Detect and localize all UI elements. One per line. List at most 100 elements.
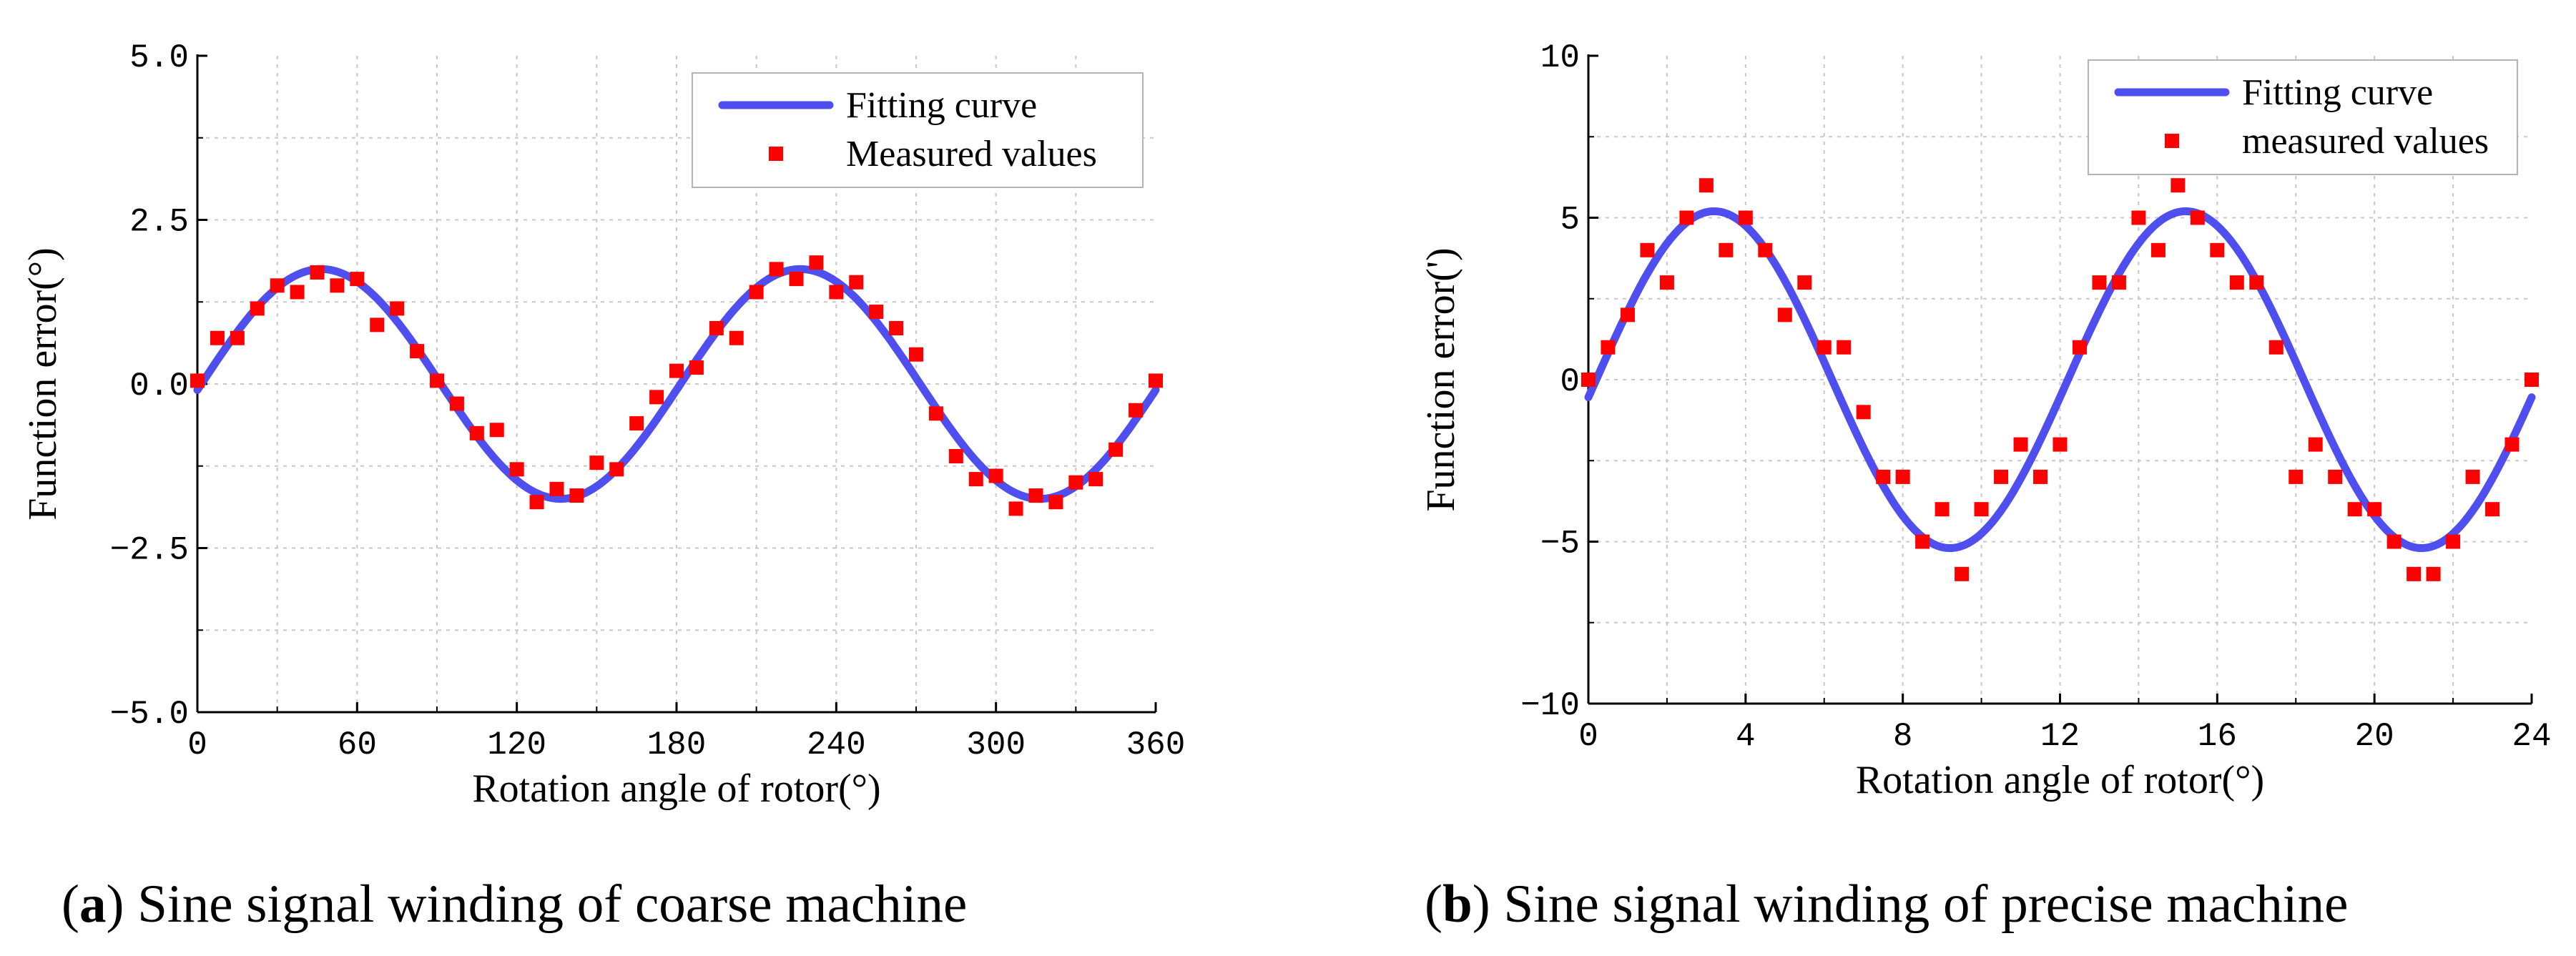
measured-point: [549, 481, 564, 496]
measured-point: [529, 495, 544, 510]
y-tick-label: 2.5: [129, 204, 189, 241]
y-tick-label: 0.0: [129, 368, 189, 405]
legend: Fitting curve measured values: [2088, 59, 2518, 175]
legend-marker-swatch: [2165, 134, 2179, 148]
y-tick-label: 0: [1560, 363, 1580, 400]
measured-point: [1935, 502, 1950, 517]
legend-marker-swatch: [769, 147, 783, 161]
measured-point: [849, 275, 864, 290]
x-tick-label: 8: [1893, 718, 1913, 755]
measured-point: [2092, 275, 2107, 290]
legend-box: [692, 72, 1144, 188]
measured-point: [1108, 442, 1124, 457]
measured-point: [1149, 373, 1163, 388]
x-tick-label: 12: [2040, 718, 2080, 755]
measured-point: [330, 278, 345, 293]
measured-point: [1777, 307, 1792, 322]
measured-point: [569, 488, 584, 503]
measured-point: [1581, 373, 1596, 387]
x-tick-label: 240: [807, 726, 866, 764]
measured-point: [1895, 469, 1910, 484]
measured-point: [250, 301, 265, 316]
measured-point: [1129, 403, 1144, 418]
measured-point: [2171, 178, 2186, 193]
measured-points: [190, 255, 1163, 516]
measured-point: [2426, 566, 2441, 581]
measured-point: [2229, 275, 2244, 290]
legend-label-measured: Measured values: [846, 134, 1097, 174]
measured-point: [2386, 534, 2402, 549]
measured-point: [2072, 340, 2087, 355]
measured-point: [1758, 242, 1773, 257]
y-tick-label: 10: [1540, 39, 1580, 77]
measured-point: [1088, 472, 1103, 487]
measured-point: [869, 305, 884, 320]
y-tick-label: 5: [1560, 202, 1580, 239]
measured-point: [1008, 501, 1023, 516]
gridlines: [197, 56, 1156, 712]
x-tick-label: 20: [2355, 718, 2394, 755]
x-tick-label: 300: [966, 726, 1026, 764]
measured-point: [689, 360, 704, 375]
measured-point: [2289, 469, 2304, 484]
y-tick-label: −5: [1540, 526, 1580, 563]
x-tick-label: 360: [1126, 726, 1186, 764]
measured-point: [988, 468, 1003, 483]
measured-point: [2131, 210, 2146, 225]
measured-point: [2053, 437, 2068, 452]
measured-point: [829, 285, 844, 300]
y-axis-label: Function error('): [1419, 247, 1463, 511]
measured-point: [270, 278, 285, 293]
x-tick-label: 24: [2512, 718, 2551, 755]
measured-point: [2328, 469, 2343, 484]
measured-point: [1994, 469, 2009, 484]
measured-point: [809, 255, 824, 270]
x-tick-label: 16: [2198, 718, 2237, 755]
measured-point: [2525, 373, 2539, 387]
measured-point: [2367, 502, 2382, 517]
fitting-curve-line: [193, 265, 1160, 503]
measured-point: [749, 285, 764, 300]
legend-label-fit: Fitting curve: [846, 85, 1037, 126]
measured-point: [230, 330, 245, 345]
measured-point: [469, 425, 484, 440]
measured-point: [2190, 210, 2205, 225]
measured-point: [889, 320, 904, 335]
measured-point: [370, 317, 385, 332]
y-axis-label: Function error(°): [21, 247, 65, 521]
measured-point: [2150, 242, 2165, 257]
measured-point: [2485, 502, 2500, 517]
measured-point: [1817, 340, 1832, 355]
caption-a-text: Sine signal winding of coarse machine: [124, 874, 968, 934]
measured-point: [928, 406, 943, 421]
measured-point: [2249, 275, 2264, 290]
measured-point: [2308, 437, 2323, 452]
measured-point: [789, 272, 804, 287]
measured-point: [509, 462, 524, 477]
measured-point: [1068, 475, 1083, 490]
measured-point: [1837, 340, 1852, 355]
x-axis-label: Rotation angle of rotor(°): [1856, 758, 2264, 802]
y-tick-label: −2.5: [110, 532, 189, 569]
chart-b: 0 4 8 12 16 20 24 −10 −5 0 5 10 Rotation angle of ro…: [1419, 39, 2552, 802]
measured-point: [609, 462, 624, 477]
legend-box: [2088, 59, 2518, 175]
measured-point: [1876, 469, 1891, 484]
measured-point: [2465, 469, 2480, 484]
x-tick-label: 60: [338, 726, 377, 764]
measured-point: [1028, 488, 1043, 503]
measured-point: [290, 285, 305, 300]
y-tick-label: −5.0: [110, 696, 189, 733]
measured-point: [2013, 437, 2028, 452]
measured-point: [410, 344, 425, 359]
measured-point: [449, 396, 464, 411]
measured-point: [1620, 307, 1635, 322]
measured-point: [350, 272, 365, 287]
measured-point: [2268, 340, 2284, 355]
measured-point: [1955, 566, 1970, 581]
measured-point: [948, 448, 963, 463]
y-tick-label: −10: [1520, 687, 1580, 724]
measured-point: [190, 373, 205, 388]
